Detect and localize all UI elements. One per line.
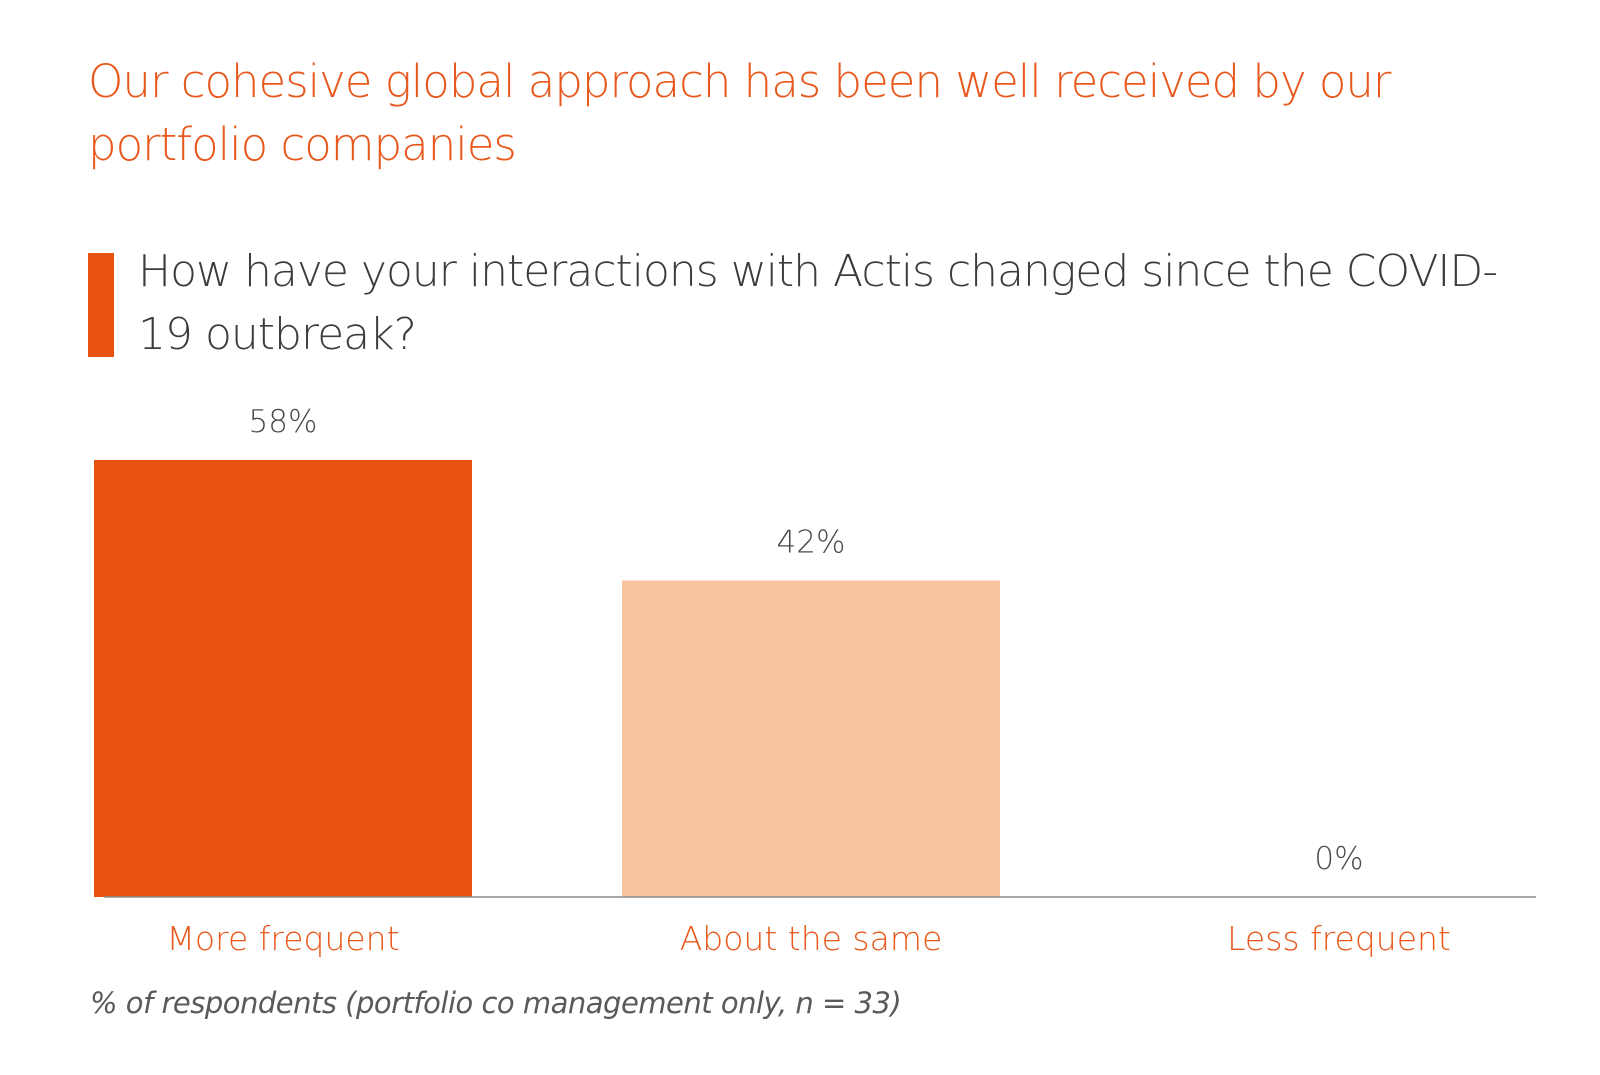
category-label-more-frequent: More frequent xyxy=(166,919,399,958)
category-label-less-frequent: Less frequent xyxy=(1227,919,1451,958)
chart-question: How have your interactions with Actis ch… xyxy=(138,246,1498,360)
headline: Our cohesive global approach has been we… xyxy=(88,55,1391,171)
bar-more-frequent xyxy=(94,460,472,897)
data-label-about-the-same: 42% xyxy=(777,525,846,561)
category-label-about-the-same: About the same xyxy=(680,919,943,958)
bar-about-the-same xyxy=(622,580,1000,897)
question-accent-bar xyxy=(88,253,114,357)
footnote: % of respondents (portfolio co managemen… xyxy=(90,986,902,1020)
data-label-more-frequent: 58% xyxy=(249,404,318,440)
data-label-less-frequent: 0% xyxy=(1314,841,1363,877)
